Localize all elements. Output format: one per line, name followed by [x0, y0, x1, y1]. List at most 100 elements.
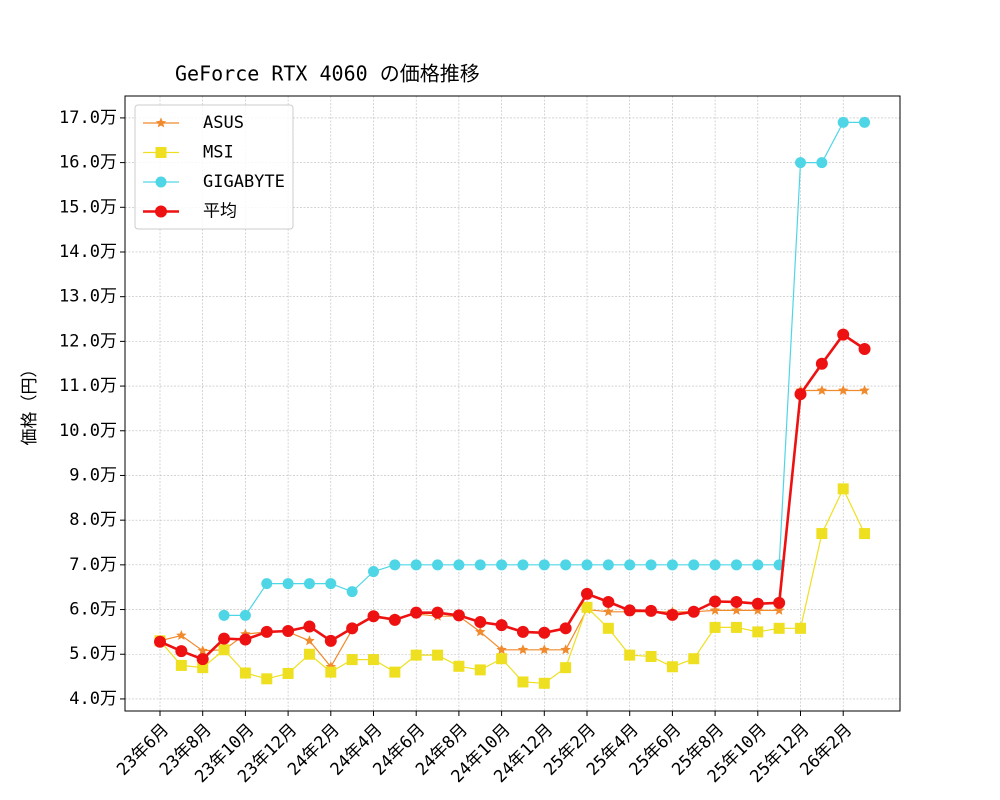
marker: [410, 606, 423, 619]
marker: [602, 595, 615, 608]
marker: [581, 559, 593, 571]
marker: [751, 597, 764, 610]
marker: [837, 328, 850, 341]
marker: [303, 648, 315, 660]
marker: [816, 528, 828, 540]
marker: [623, 604, 636, 617]
y-tick-label: 9.0万: [69, 465, 117, 485]
marker: [496, 653, 508, 665]
marker: [688, 653, 700, 665]
marker: [752, 559, 764, 571]
marker: [517, 644, 529, 655]
marker: [773, 596, 786, 609]
marker: [560, 644, 571, 655]
marker: [453, 559, 465, 571]
y-tick-label: 13.0万: [59, 287, 117, 307]
marker: [602, 559, 614, 571]
marker: [666, 559, 678, 571]
marker: [858, 342, 871, 355]
marker: [666, 608, 679, 621]
marker: [432, 649, 444, 661]
marker: [175, 645, 188, 658]
marker: [474, 559, 486, 571]
marker: [474, 616, 487, 629]
marker: [432, 559, 444, 571]
marker: [516, 625, 529, 638]
marker: [645, 559, 657, 571]
marker: [324, 634, 337, 647]
marker: [496, 559, 508, 571]
marker: [389, 666, 401, 678]
marker: [752, 604, 763, 615]
marker: [453, 660, 465, 672]
marker: [538, 559, 550, 571]
marker: [346, 586, 358, 598]
marker: [731, 604, 742, 615]
marker: [816, 385, 828, 395]
marker: [560, 662, 572, 674]
marker: [795, 622, 806, 634]
legend-label: 平均: [203, 202, 237, 222]
marker: [282, 667, 294, 679]
marker: [154, 635, 166, 648]
marker: [282, 578, 294, 590]
series-line: [159, 487, 866, 684]
marker: [838, 385, 849, 395]
marker: [218, 644, 230, 656]
legend-box: [134, 104, 294, 230]
marker: [795, 157, 806, 169]
marker: [155, 147, 167, 158]
y-tick-label: 10.0万: [59, 421, 117, 441]
y-tick-label: 16.0万: [59, 153, 117, 173]
marker: [709, 595, 722, 608]
y-tick-label: 14.0万: [59, 242, 117, 262]
marker: [730, 595, 743, 608]
y-tick-label: 8.0万: [69, 510, 117, 530]
marker: [687, 605, 700, 618]
marker: [474, 664, 486, 676]
marker: [624, 559, 636, 571]
marker: [368, 566, 379, 578]
marker: [388, 613, 401, 626]
legend-label: ASUS: [203, 113, 244, 133]
marker: [155, 117, 167, 128]
marker: [837, 116, 849, 128]
legend-label: MSI: [203, 143, 234, 163]
marker: [752, 626, 764, 638]
marker: [538, 626, 551, 639]
plot-frame: [124, 95, 901, 712]
y-tick-label: 17.0万: [59, 108, 117, 128]
marker: [816, 157, 828, 169]
marker: [239, 609, 251, 621]
marker: [368, 654, 379, 666]
y-tick-label: 11.0万: [59, 376, 117, 396]
marker: [155, 205, 167, 218]
y-axis-label: 価格（円）: [20, 361, 40, 446]
marker: [709, 559, 721, 571]
marker: [709, 604, 721, 615]
marker: [239, 667, 251, 679]
marker: [282, 624, 295, 637]
marker: [346, 622, 359, 635]
marker: [346, 654, 358, 666]
marker: [645, 650, 657, 662]
marker: [581, 587, 593, 600]
marker: [260, 625, 273, 638]
marker: [517, 559, 529, 571]
marker: [325, 578, 337, 590]
series-line: [159, 332, 866, 661]
marker: [367, 610, 380, 623]
marker: [452, 609, 465, 622]
marker: [538, 677, 550, 689]
marker: [645, 604, 658, 617]
marker: [175, 659, 187, 671]
y-tick-label: 4.0万: [69, 689, 117, 709]
legend-label: GIGABYTE: [203, 172, 285, 192]
marker: [517, 676, 529, 688]
marker: [602, 622, 614, 634]
y-tick-label: 7.0万: [69, 555, 117, 575]
marker: [261, 578, 273, 590]
marker: [560, 559, 572, 571]
marker: [410, 559, 422, 571]
